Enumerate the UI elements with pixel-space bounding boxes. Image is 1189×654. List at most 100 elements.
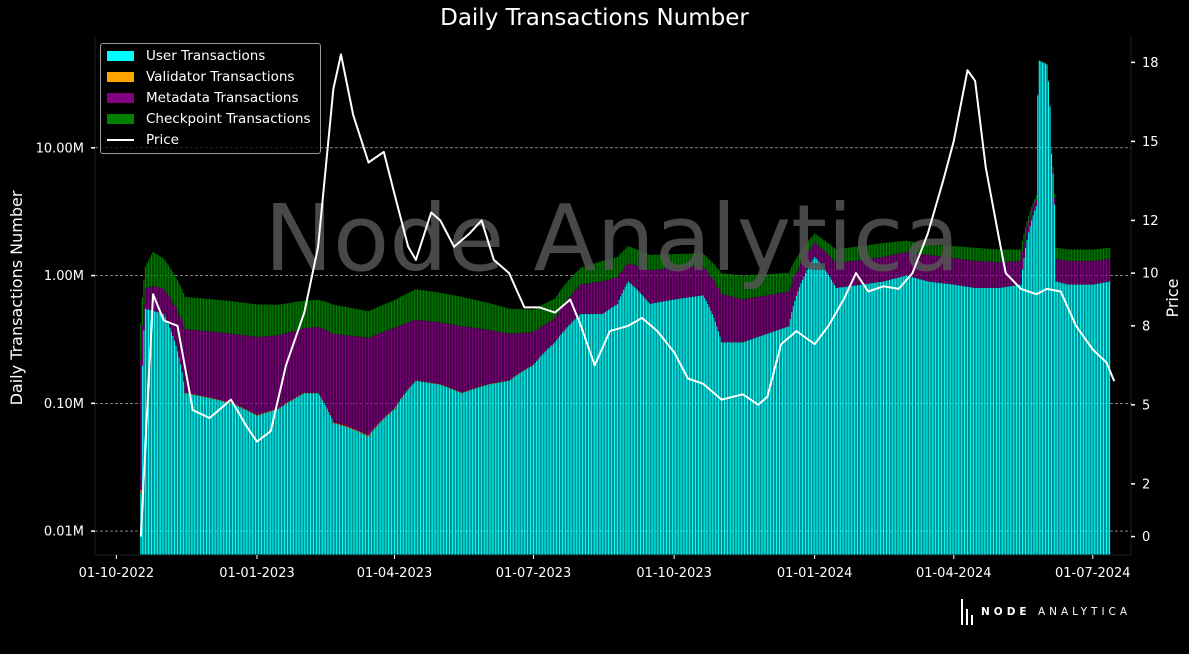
- bar-checkpoint-633: [1107, 247, 1109, 260]
- bar-metadata-203: [450, 324, 452, 389]
- bar-metadata-460: [843, 262, 845, 287]
- bar-metadata-577: [1021, 250, 1024, 270]
- bar-checkpoint-108: [305, 300, 307, 329]
- bar-metadata-470: [858, 260, 860, 285]
- bar-checkpoint-357: [685, 253, 687, 267]
- bar-user-169: [398, 401, 400, 555]
- bar-metadata-605: [1064, 260, 1066, 284]
- bar-metadata-484: [879, 257, 881, 282]
- bar-checkpoint-45: [209, 299, 211, 332]
- bar-user-545: [973, 287, 975, 555]
- y-right-tick-label-6: 15: [1142, 135, 1159, 150]
- bar-checkpoint-258: [534, 308, 536, 332]
- bar-user-12: [158, 312, 160, 555]
- bar-checkpoint-571: [1012, 249, 1014, 262]
- bar-user-449: [826, 272, 828, 555]
- bar-user-553: [985, 287, 987, 555]
- bar-user-310: [613, 305, 616, 555]
- bar-metadata-538: [962, 259, 964, 286]
- bar-user-288: [580, 314, 582, 555]
- bar-user-197: [441, 385, 443, 555]
- bar-checkpoint-177: [410, 291, 412, 322]
- bar-checkpoint-153: [374, 308, 376, 336]
- bar-metadata-453: [832, 259, 834, 283]
- bar-checkpoint-475: [866, 245, 868, 260]
- bar-checkpoint-264: [543, 303, 545, 325]
- bar-checkpoint-495: [896, 241, 898, 254]
- bar-user-49: [215, 399, 217, 555]
- bar-checkpoint-165: [392, 300, 394, 329]
- bar-user-469: [856, 285, 859, 555]
- bar-user-304: [604, 311, 606, 555]
- bar-metadata-86: [271, 335, 273, 411]
- bar-user-183: [419, 381, 422, 555]
- bar-user-265: [545, 350, 547, 555]
- bar-user-596: [1050, 153, 1053, 555]
- bar-checkpoint-70: [247, 303, 249, 336]
- bar-user-389: [734, 342, 736, 555]
- bar-metadata-295: [591, 282, 593, 314]
- bar-checkpoint-83: [267, 304, 269, 337]
- bar-checkpoint-424: [788, 272, 790, 292]
- bar-user-577: [1021, 269, 1024, 555]
- bar-metadata-395: [743, 299, 745, 342]
- y-left-tick-label-3: 10.00M: [36, 141, 84, 156]
- bar-user-523: [939, 282, 941, 555]
- bar-metadata-143: [358, 336, 360, 432]
- bar-checkpoint-266: [546, 302, 548, 324]
- bar-checkpoint-327: [639, 250, 642, 268]
- bar-validator-139: [352, 428, 354, 430]
- bar-checkpoint-225: [484, 301, 486, 330]
- bar-metadata-158: [381, 332, 383, 420]
- bar-metadata-342: [662, 268, 664, 302]
- bar-checkpoint-215: [468, 298, 470, 328]
- bar-user-547: [976, 287, 978, 555]
- bar-user-433: [801, 279, 804, 555]
- bar-user-554: [986, 287, 988, 555]
- bar-checkpoint-487: [884, 242, 886, 257]
- bar-user-152: [372, 430, 374, 555]
- bar-checkpoint-140: [354, 308, 356, 337]
- bar-user-375: [713, 317, 715, 555]
- bar-checkpoint-583: [1031, 206, 1033, 212]
- bar-user-57: [227, 402, 229, 555]
- bar-validator-148: [366, 434, 368, 436]
- bar-checkpoint-387: [731, 274, 733, 297]
- bar-validator-158: [381, 419, 383, 421]
- bar-user-358: [687, 297, 689, 555]
- bar-user-364: [696, 296, 698, 555]
- bar-checkpoint-16: [164, 260, 166, 291]
- bar-metadata-77: [257, 336, 260, 415]
- bar-checkpoint-99: [291, 302, 293, 332]
- bar-checkpoint-239: [505, 307, 507, 334]
- bar-validator-86: [271, 410, 273, 411]
- bar-metadata-81: [264, 336, 266, 413]
- bar-metadata-281: [569, 296, 571, 324]
- bar-metadata-286: [577, 287, 579, 317]
- bar-metadata-394: [742, 299, 744, 343]
- bar-user-413: [771, 332, 773, 555]
- bar-metadata-343: [664, 268, 666, 302]
- bar-user-297: [594, 314, 596, 555]
- bar-metadata-269: [551, 320, 553, 345]
- bar-metadata-404: [757, 296, 759, 337]
- bar-user-504: [910, 276, 912, 555]
- bar-user-73: [251, 413, 253, 555]
- bar-metadata-517: [930, 255, 932, 282]
- bar-checkpoint-302: [601, 260, 603, 282]
- bar-user-374: [711, 314, 713, 555]
- bar-metadata-57: [227, 333, 229, 402]
- bar-checkpoint-301: [600, 261, 602, 282]
- bar-checkpoint-90: [277, 304, 279, 336]
- bar-user-404: [757, 336, 759, 555]
- bar-checkpoint-149: [367, 311, 370, 338]
- bar-checkpoint-273: [557, 293, 559, 314]
- bar-metadata-310: [613, 277, 616, 306]
- bar-checkpoint-143: [358, 309, 360, 337]
- bar-checkpoint-235: [499, 306, 501, 332]
- bar-metadata-121: [325, 329, 327, 406]
- bar-checkpoint-454: [834, 248, 836, 262]
- bar-checkpoint-378: [717, 269, 719, 289]
- bar-user-435: [804, 273, 807, 555]
- bar-user-210: [461, 393, 463, 555]
